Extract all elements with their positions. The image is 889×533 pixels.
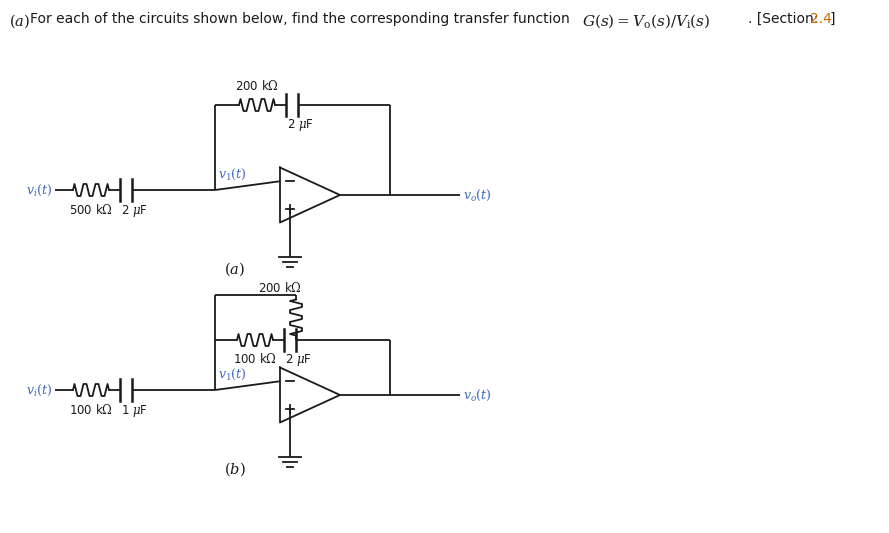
Text: $(b)$: $(b)$ <box>224 461 246 479</box>
Text: $v_1(t)$: $v_1(t)$ <box>218 167 247 182</box>
Text: $v_i(t)$: $v_i(t)$ <box>26 182 52 198</box>
Text: $v_1(t)$: $v_1(t)$ <box>218 367 247 382</box>
Text: 100 k$\Omega$: 100 k$\Omega$ <box>69 403 113 417</box>
Text: $v_o(t)$: $v_o(t)$ <box>463 188 492 203</box>
Text: 200 k$\Omega$: 200 k$\Omega$ <box>258 281 302 295</box>
Text: . [Section:: . [Section: <box>748 12 822 26</box>
Text: 1 $\mu$F: 1 $\mu$F <box>121 403 148 419</box>
Text: $G(s) = V_{\rm o}(s)/V_{\rm i}(s)$: $G(s) = V_{\rm o}(s)/V_{\rm i}(s)$ <box>582 12 710 30</box>
Text: 2 $\mu$F: 2 $\mu$F <box>121 203 148 219</box>
Text: 2 $\mu$F: 2 $\mu$F <box>286 117 314 133</box>
Text: 500 k$\Omega$: 500 k$\Omega$ <box>69 203 113 217</box>
Text: $v_o(t)$: $v_o(t)$ <box>463 387 492 402</box>
Text: ]: ] <box>830 12 836 26</box>
Text: $(a)$: $(a)$ <box>9 12 30 30</box>
Text: 2.4: 2.4 <box>810 12 832 26</box>
Text: 100 k$\Omega$: 100 k$\Omega$ <box>233 352 277 366</box>
Text: $v_i(t)$: $v_i(t)$ <box>26 382 52 398</box>
Text: 200 k$\Omega$: 200 k$\Omega$ <box>235 79 279 93</box>
Text: $(a)$: $(a)$ <box>225 261 245 278</box>
Text: 2 $\mu$F: 2 $\mu$F <box>284 352 311 368</box>
Text: For each of the circuits shown below, find the corresponding transfer function: For each of the circuits shown below, fi… <box>30 12 570 26</box>
